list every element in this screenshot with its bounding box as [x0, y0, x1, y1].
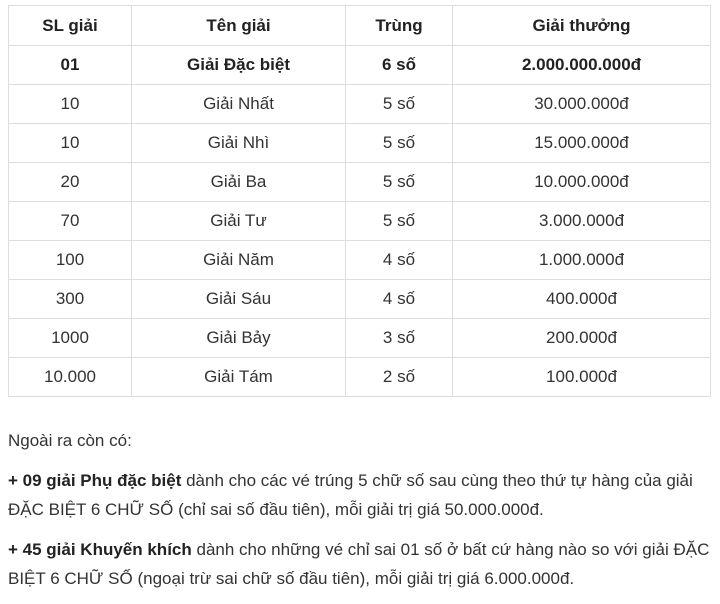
table-cell: 5 số — [345, 162, 453, 202]
table-cell: 4 số — [345, 240, 453, 280]
table-cell: 1.000.000đ — [452, 240, 711, 280]
note-item-text: dành cho những vé chỉ sai 01 số ở bất cứ… — [8, 540, 710, 588]
table-cell: 15.000.000đ — [452, 123, 711, 163]
table-cell: 200.000đ — [452, 318, 711, 358]
table-cell: 2.000.000.000đ — [452, 45, 711, 85]
table-cell: 6 số — [345, 45, 453, 85]
table-cell: 10 — [8, 84, 132, 124]
table-cell: 3 số — [345, 318, 453, 358]
note-item: + 45 giải Khuyến khích dành cho những vé… — [8, 535, 713, 593]
notes-intro: Ngoài ra còn có: — [8, 431, 132, 450]
notes: Ngoài ra còn có: + 09 giải Phụ đặc biệt … — [8, 426, 713, 604]
note-item-bold: + 09 giải Phụ đặc biệt — [8, 471, 182, 490]
table-cell: Giải Tư — [131, 201, 346, 241]
table-cell: 1000 — [8, 318, 132, 358]
table-cell: Giải Bảy — [131, 318, 346, 358]
table-cell: Giải Nhì — [131, 123, 346, 163]
table-row: 10 Giải Nhất 5 số 30.000.000đ — [8, 84, 711, 124]
table-cell: 400.000đ — [452, 279, 711, 319]
table-cell: 5 số — [345, 84, 453, 124]
table-cell: Giải Sáu — [131, 279, 346, 319]
table-row: 100 Giải Năm 4 số 1.000.000đ — [8, 240, 711, 280]
table-cell: Giải Ba — [131, 162, 346, 202]
note-item-bold: + 45 giải Khuyến khích — [8, 540, 192, 559]
table-cell: Giải Năm — [131, 240, 346, 280]
table-cell: 10 — [8, 123, 132, 163]
table-cell: 100 — [8, 240, 132, 280]
header-prize-value: Giải thưởng — [452, 5, 711, 46]
table-row: 01 Giải Đặc biệt 6 số 2.000.000.000đ — [8, 45, 711, 85]
table-cell: 10.000 — [8, 357, 132, 397]
header-quantity: SL giải — [8, 5, 132, 46]
table-cell: 10.000.000đ — [452, 162, 711, 202]
prize-table: SL giải Tên giải Trùng Giải thưởng 01 Giả… — [8, 5, 711, 397]
table-cell: 70 — [8, 201, 132, 241]
table-row: 1000 Giải Bảy 3 số 200.000đ — [8, 318, 711, 358]
table-cell: 4 số — [345, 279, 453, 319]
table-cell: 20 — [8, 162, 132, 202]
note-item: + 09 giải Phụ đặc biệt dành cho các vé t… — [8, 466, 713, 524]
table-cell: 5 số — [345, 201, 453, 241]
note-item-text: dành cho các vé trúng 5 chữ số sau cùng … — [8, 471, 693, 519]
table-cell: 100.000đ — [452, 357, 711, 397]
table-cell: Giải Đặc biệt — [131, 45, 346, 85]
table-cell: 30.000.000đ — [452, 84, 711, 124]
table-cell: 3.000.000đ — [452, 201, 711, 241]
table-row: 20 Giải Ba 5 số 10.000.000đ — [8, 162, 711, 202]
table-row: 10.000 Giải Tám 2 số 100.000đ — [8, 357, 711, 397]
header-prize-name: Tên giải — [131, 5, 346, 46]
table-cell: 2 số — [345, 357, 453, 397]
table-header-row: SL giải Tên giải Trùng Giải thưởng — [8, 5, 711, 46]
table-row: 70 Giải Tư 5 số 3.000.000đ — [8, 201, 711, 241]
table-cell: Giải Nhất — [131, 84, 346, 124]
table-row: 10 Giải Nhì 5 số 15.000.000đ — [8, 123, 711, 163]
table-cell: 5 số — [345, 123, 453, 163]
header-match: Trùng — [345, 5, 453, 46]
table-cell: 300 — [8, 279, 132, 319]
table-cell: 01 — [8, 45, 132, 85]
table-cell: Giải Tám — [131, 357, 346, 397]
table-row: 300 Giải Sáu 4 số 400.000đ — [8, 279, 711, 319]
